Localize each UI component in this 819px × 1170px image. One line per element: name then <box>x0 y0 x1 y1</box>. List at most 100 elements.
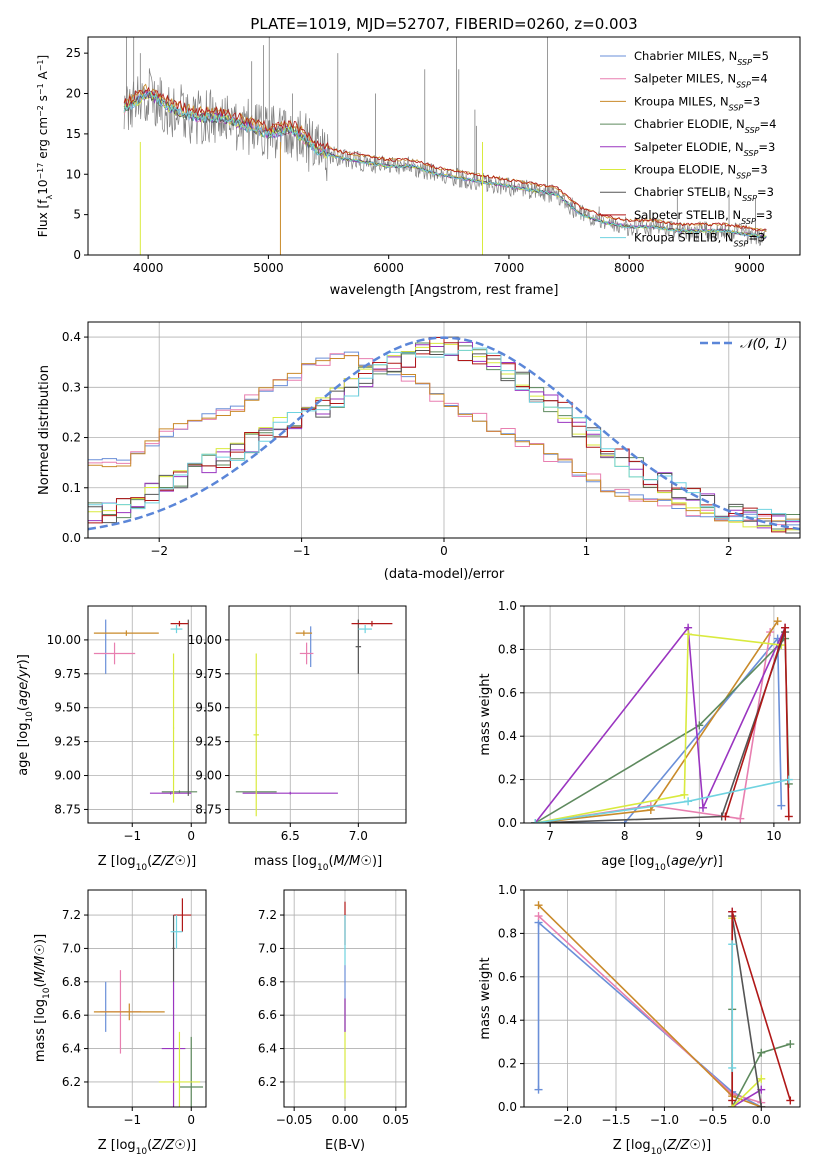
x-tick-label: 0.0 <box>752 1113 771 1127</box>
error-cross-5 <box>253 653 259 817</box>
y-tick-label: 0.8 <box>498 642 517 656</box>
weight-series-1 <box>535 631 771 823</box>
y-tick-label: 0.6 <box>498 970 517 984</box>
axes-weight_vs_age: 7 8 9 10 0.0 0.2 0.4 0.6 0.8 1.0 age [log10(age/yr… <box>478 599 801 873</box>
plot-area <box>88 336 800 534</box>
y-tick-label: 0.6 <box>498 686 517 700</box>
y-tick-label: 9.25 <box>195 735 222 749</box>
y-tick-label: 0.0 <box>498 1100 517 1114</box>
y-axis-label: Normed distribution <box>37 365 52 495</box>
error-cross-8 <box>170 915 183 949</box>
x-tick-label: −1 <box>123 1113 141 1127</box>
error-cross-2 <box>93 1003 165 1021</box>
x-tick-label: −1.5 <box>601 1113 630 1127</box>
y-tick-label: 1.0 <box>498 883 517 897</box>
error-cross-7 <box>351 620 393 627</box>
y-tick-label: 7.0 <box>62 941 81 955</box>
model-spectrum-2 <box>123 83 767 232</box>
y-tick-label: 0.4 <box>498 1013 517 1027</box>
y-tick-label: 7.2 <box>62 908 81 922</box>
y-axis-label: mass weight <box>478 957 493 1039</box>
x-tick-label: −1 <box>123 829 141 843</box>
x-tick-label: 5000 <box>253 261 284 275</box>
legend-item: Chabrier STELIB, NSSP=3 <box>600 185 774 203</box>
gaussian-curve <box>88 336 800 531</box>
weight-series-0 <box>537 920 762 1107</box>
legend-item: Kroupa ELODIE, NSSP=3 <box>600 163 768 181</box>
x-tick-label: 6.5 <box>281 829 300 843</box>
x-tick-label: 0 <box>187 1113 195 1127</box>
x-axis-label: Z [log10(Z/Z☉)] <box>613 1138 711 1157</box>
x-tick-label: −1.0 <box>650 1113 679 1127</box>
x-tick-label: 7000 <box>494 261 525 275</box>
x-tick-label: −0.05 <box>276 1113 313 1127</box>
plot-area <box>93 898 204 1107</box>
error-cross-5 <box>172 653 175 803</box>
legend-item: Salpeter STELIB, NSSP=3 <box>600 208 773 225</box>
figure-title: PLATE=1019, MJD=52707, FIBERID=0260, z=0… <box>250 15 637 33</box>
y-tick-label: 6.8 <box>258 975 277 989</box>
y-tick-label: 7.2 <box>258 908 277 922</box>
x-tick-label: 9000 <box>734 261 765 275</box>
axes-weight_vs_Z: −2.0 −1.5 −1.0 −0.5 0.0 0.0 0.2 0.4 0.6 0.8 1.0 Z [… <box>478 883 801 1157</box>
legend-item: Kroupa STELIB, NSSP=3 <box>600 231 765 248</box>
x-tick-label: 4000 <box>133 261 164 275</box>
y-tick-label: 0.4 <box>498 729 517 743</box>
y-tick-label: 20 <box>66 87 81 101</box>
y-tick-label: 8.75 <box>54 802 81 816</box>
y-axis-label: Flux [fλ10−17 erg cm−2 s−1 A−1] <box>36 55 54 237</box>
legend-label: Salpeter ELODIE, NSSP=3 <box>634 140 775 158</box>
x-tick-label: 0 <box>187 829 195 843</box>
model-spectrum-8 <box>123 90 767 239</box>
y-tick-label: 6.2 <box>258 1075 277 1089</box>
x-tick-label: 0.05 <box>382 1113 409 1127</box>
legend-label: Kroupa ELODIE, NSSP=3 <box>634 163 768 181</box>
x-tick-label: 10 <box>766 829 781 843</box>
y-tick-label: 9.00 <box>195 769 222 783</box>
x-tick-label: 7 <box>546 829 554 843</box>
plot-area <box>534 901 795 1107</box>
y-tick-label: 5 <box>73 208 81 222</box>
y-axis-label: mass [log10(M/M☉)] <box>33 934 52 1062</box>
legend-item: Chabrier ELODIE, NSSP=4 <box>600 117 776 135</box>
weight-series-6 <box>535 631 786 823</box>
weight-series-2 <box>537 904 762 1107</box>
x-tick-label: −2.0 <box>553 1113 582 1127</box>
y-tick-label: 1.0 <box>498 599 517 613</box>
histogram-series-7 <box>88 337 800 533</box>
axes-mass_vs_ebv: −0.05 0.00 0.05 6.2 6.4 6.6 6.8 7.0 7.2 E(B-V) <box>258 889 409 1153</box>
y-tick-label: 6.6 <box>258 1008 277 1022</box>
axes-spectrum: 4000 5000 6000 7000 8000 9000 0 5 10 15 20 25 wavele… <box>36 36 801 298</box>
y-tick-label: 9.50 <box>54 701 81 715</box>
axes-frame <box>228 605 407 824</box>
y-tick-label: 0.2 <box>498 1057 517 1071</box>
plot-area <box>123 37 767 255</box>
y-tick-label: 9.25 <box>54 735 81 749</box>
axes-frame <box>283 889 407 1108</box>
axes-frame <box>87 321 801 539</box>
histogram-series-8 <box>88 347 800 522</box>
y-tick-label: 8.75 <box>195 802 222 816</box>
error-cross-4 <box>161 981 186 1107</box>
axes-mass_vs_Z: −1 0 6.2 6.4 6.6 6.8 7.0 7.2 Z [log10(Z/Z☉)] mass… <box>33 889 207 1157</box>
weight-series-5 <box>535 633 782 823</box>
error-cross-8 <box>170 624 183 634</box>
y-tick-label: 15 <box>66 127 81 141</box>
x-tick-label: 0.00 <box>332 1113 359 1127</box>
weight-series-1 <box>537 915 762 1104</box>
axes-age_vs_Z: −1 0 8.75 9.00 9.25 9.50 9.75 10.00 Z [log10(Z/Z… <box>16 605 207 873</box>
legend-label: Chabrier STELIB, NSSP=3 <box>634 185 774 203</box>
y-tick-label: 0.1 <box>62 481 81 495</box>
error-cross-1 <box>299 642 314 665</box>
x-tick-label: 9 <box>695 829 703 843</box>
error-cross-4 <box>149 791 192 795</box>
axes-frame <box>523 605 801 824</box>
y-tick-label: 0.3 <box>62 380 81 394</box>
legend-item: Salpeter ELODIE, NSSP=3 <box>600 140 775 158</box>
axes-age_vs_mass: 6.5 7.0 8.75 9.00 9.25 9.50 9.75 10.00 mass [log… <box>188 605 407 873</box>
x-tick-label: 2 <box>725 544 733 558</box>
y-tick-label: 6.8 <box>62 975 81 989</box>
axes-frame <box>87 889 207 1108</box>
x-tick-label: 8000 <box>614 261 645 275</box>
y-tick-label: 25 <box>66 46 81 60</box>
